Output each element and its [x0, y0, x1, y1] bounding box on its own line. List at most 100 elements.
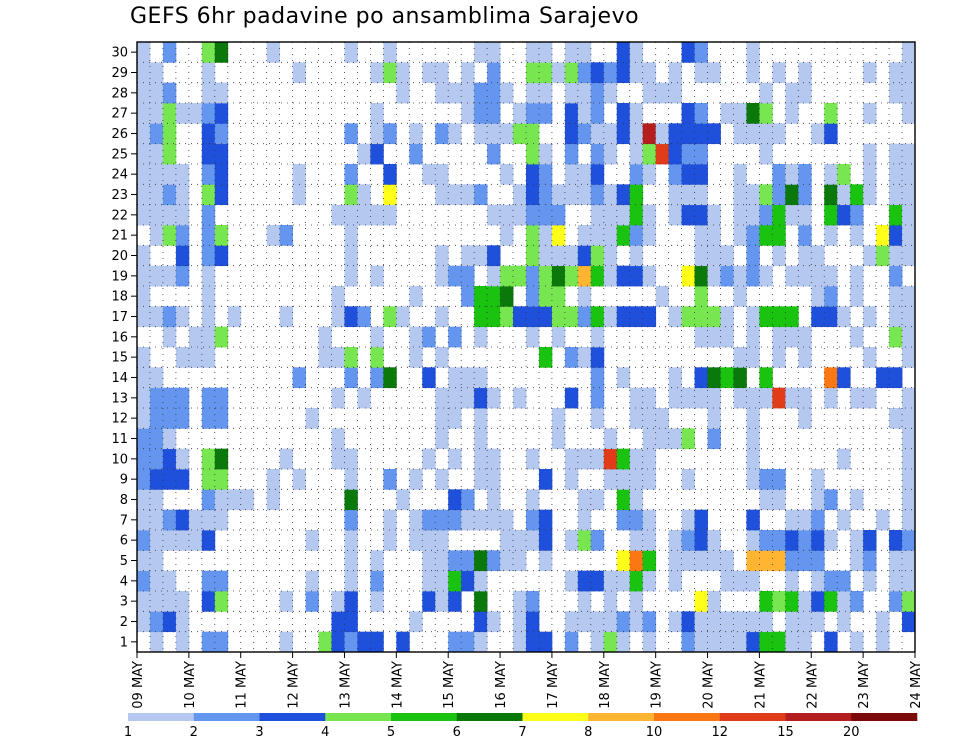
heatmap-cell — [798, 265, 812, 287]
heatmap-cell — [629, 387, 644, 409]
heatmap-cell — [707, 225, 721, 246]
heatmap-cell — [798, 591, 812, 612]
heatmap-cell — [214, 184, 229, 206]
y-tick-label: 3 — [120, 595, 128, 610]
heatmap-cell — [577, 347, 592, 368]
plot-frame — [136, 41, 916, 653]
heatmap-cell — [201, 448, 216, 470]
heatmap-cell — [681, 550, 695, 572]
heatmap-cell — [214, 509, 229, 531]
x-tick-label: 15 MAY — [442, 661, 457, 709]
colorbar-swatch — [325, 713, 392, 721]
heatmap-cell — [720, 103, 734, 124]
heatmap-cell — [175, 225, 190, 246]
heatmap-cell — [435, 184, 449, 206]
heatmap-cell — [422, 530, 436, 551]
heatmap-cell — [694, 306, 708, 328]
heatmap-cell — [811, 550, 825, 572]
heatmap-cell — [149, 489, 164, 511]
heatmap-cell — [551, 306, 566, 328]
colorbar-swatch — [522, 713, 589, 721]
heatmap-cell — [461, 82, 475, 104]
heatmap-cell — [162, 428, 177, 450]
heatmap-cell — [785, 509, 799, 531]
heatmap-cell — [746, 570, 760, 592]
heatmap-cell — [590, 489, 605, 511]
heatmap-cell — [694, 367, 708, 389]
heatmap-cell — [759, 387, 773, 409]
heatmap-cell — [811, 591, 825, 612]
heatmap-cell — [707, 306, 721, 328]
x-tick-label: 13 MAY — [338, 661, 353, 709]
heatmap-cell — [837, 367, 851, 389]
heatmap-cell — [720, 245, 734, 267]
heatmap-cell — [772, 387, 786, 409]
heatmap-cell — [603, 123, 618, 145]
heatmap-cell — [370, 591, 384, 612]
heatmap-cell — [616, 204, 631, 226]
heatmap-cell — [175, 631, 190, 653]
heatmap-cell — [344, 42, 358, 63]
heatmap-cell — [448, 631, 462, 653]
heatmap-cell — [785, 611, 799, 633]
heatmap-cell — [175, 347, 190, 368]
heatmap-cell — [435, 347, 449, 368]
heatmap-cell — [863, 103, 877, 124]
heatmap-cell — [785, 103, 799, 124]
heatmap-cell — [149, 591, 164, 612]
heatmap-cell — [357, 631, 371, 653]
heatmap-cell — [850, 631, 864, 653]
heatmap-cell — [137, 286, 151, 307]
heatmap-cell — [577, 42, 592, 63]
heatmap-cell — [759, 123, 773, 145]
heatmap-cell — [707, 204, 721, 226]
y-tick-label: 20 — [111, 249, 128, 264]
heatmap-cell — [551, 245, 566, 267]
heatmap-cell — [759, 265, 773, 287]
heatmap-cell — [201, 570, 216, 592]
heatmap-cell — [487, 306, 501, 328]
heatmap-cell — [707, 367, 721, 389]
heatmap-cell — [137, 123, 151, 145]
heatmap-cell — [837, 306, 851, 328]
heatmap-cell — [850, 265, 864, 287]
heatmap-cell — [590, 387, 605, 409]
heatmap-cell — [487, 42, 501, 63]
heatmap-cell — [435, 265, 449, 287]
heatmap-cell — [487, 448, 501, 470]
heatmap-cell — [655, 123, 670, 145]
heatmap-cell — [824, 225, 838, 246]
heatmap-cell — [577, 306, 592, 328]
heatmap-cell — [266, 469, 281, 490]
heatmap-cell — [850, 591, 864, 612]
heatmap-cell — [590, 265, 605, 287]
heatmap-cell — [526, 326, 540, 348]
heatmap-cell — [603, 631, 618, 653]
heatmap-cell — [629, 448, 644, 470]
x-tick-label: 21 MAY — [753, 661, 768, 709]
heatmap-cell — [590, 530, 605, 551]
heatmap-cell — [487, 387, 501, 409]
heatmap-cell — [798, 611, 812, 633]
heatmap-cell — [824, 204, 838, 226]
heatmap-cell — [603, 82, 618, 104]
heatmap-cell — [344, 489, 358, 511]
heatmap-cell — [824, 387, 838, 409]
heatmap-cell — [551, 204, 566, 226]
heatmap-cell — [889, 408, 903, 429]
heatmap-cell — [331, 631, 345, 653]
heatmap-cell — [526, 509, 540, 531]
heatmap-cell — [396, 62, 410, 84]
heatmap-cell — [590, 326, 605, 348]
heatmap-cell — [162, 570, 177, 592]
heatmap-cell — [487, 204, 501, 226]
heatmap-cell — [175, 591, 190, 612]
heatmap-cell — [837, 570, 851, 592]
heatmap-cell — [746, 204, 760, 226]
heatmap-cell — [162, 448, 177, 470]
heatmap-cell — [707, 408, 721, 429]
heatmap-cell — [850, 489, 864, 511]
heatmap-cell — [746, 509, 760, 531]
heatmap-cell — [798, 347, 812, 368]
heatmap-cell — [668, 428, 682, 450]
